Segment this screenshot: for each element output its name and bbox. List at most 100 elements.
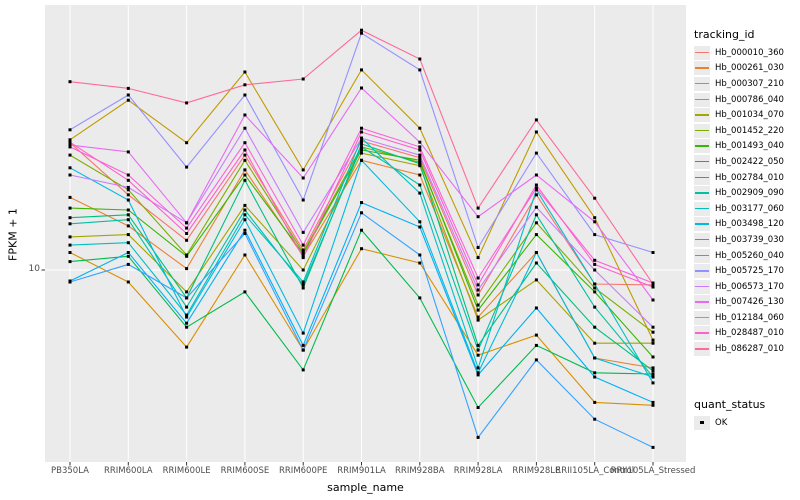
legend-item: Hb_007426_130 bbox=[694, 295, 800, 311]
legend-item-label: OK bbox=[715, 417, 728, 428]
data-point bbox=[593, 196, 597, 200]
legend-item: Hb_003739_030 bbox=[694, 232, 800, 248]
data-point bbox=[418, 68, 422, 72]
data-point bbox=[243, 70, 247, 74]
data-point bbox=[534, 186, 538, 190]
data-point bbox=[651, 372, 655, 376]
data-point bbox=[243, 126, 247, 130]
data-point bbox=[534, 118, 538, 122]
data-point bbox=[243, 168, 247, 172]
data-point bbox=[301, 286, 305, 290]
data-point bbox=[476, 246, 480, 249]
data-point bbox=[593, 400, 597, 404]
data-point bbox=[126, 178, 130, 182]
data-point bbox=[418, 253, 422, 257]
data-point bbox=[418, 153, 422, 157]
data-point bbox=[651, 403, 655, 407]
data-point bbox=[243, 158, 247, 162]
data-point bbox=[534, 151, 538, 155]
data-point bbox=[126, 218, 130, 222]
data-point bbox=[301, 230, 305, 234]
data-point bbox=[593, 282, 597, 286]
legend-line-swatch bbox=[694, 154, 710, 169]
data-points bbox=[68, 28, 655, 449]
data-point bbox=[243, 93, 247, 97]
data-point bbox=[68, 153, 72, 157]
data-point bbox=[534, 221, 538, 225]
quant-status-legend: quant_status OK bbox=[694, 398, 800, 431]
legend-item-label: Hb_000307_210 bbox=[715, 78, 784, 89]
data-point bbox=[476, 288, 480, 292]
legend-item-label: Hb_000786_040 bbox=[715, 94, 784, 105]
data-point bbox=[360, 148, 363, 152]
legend-item: Hb_002909_090 bbox=[694, 185, 800, 201]
data-point bbox=[651, 338, 655, 342]
data-point bbox=[243, 208, 247, 212]
data-point bbox=[243, 203, 247, 207]
data-point bbox=[476, 435, 480, 439]
data-point bbox=[476, 353, 480, 357]
data-point bbox=[534, 333, 538, 337]
legend-item-label: Hb_012184_060 bbox=[715, 312, 784, 323]
legend-item-label: Hb_000261_030 bbox=[715, 63, 784, 74]
data-point bbox=[126, 213, 130, 217]
data-point bbox=[68, 166, 72, 170]
data-point bbox=[68, 251, 72, 254]
data-point bbox=[534, 251, 538, 254]
data-point bbox=[68, 222, 72, 226]
x-tick-label: RRII105LA_Stressed bbox=[610, 466, 696, 476]
legend-line-swatch bbox=[694, 326, 710, 341]
legend-line-swatch bbox=[694, 279, 710, 294]
data-point bbox=[243, 148, 247, 152]
data-point bbox=[185, 321, 189, 325]
data-point bbox=[418, 164, 422, 168]
data-point bbox=[360, 211, 363, 215]
data-point bbox=[476, 293, 480, 297]
data-point bbox=[593, 371, 597, 375]
data-point bbox=[185, 325, 189, 329]
data-point bbox=[534, 278, 538, 282]
data-point bbox=[68, 173, 72, 177]
data-point bbox=[243, 141, 247, 145]
legend-line-swatch bbox=[694, 45, 710, 60]
legend-item-label: Hb_001034_070 bbox=[715, 110, 784, 121]
legend-item-label: Hb_002909_090 bbox=[715, 188, 784, 199]
data-point bbox=[126, 198, 130, 202]
data-point bbox=[534, 173, 538, 177]
legend-item: Hb_002784_010 bbox=[694, 170, 800, 186]
data-point bbox=[651, 330, 655, 334]
data-point bbox=[68, 80, 72, 84]
data-point bbox=[418, 158, 422, 162]
data-point bbox=[593, 258, 597, 262]
data-point bbox=[185, 101, 189, 105]
data-point bbox=[301, 331, 305, 335]
legend-item-label: Hb_086287_010 bbox=[715, 344, 784, 355]
data-point bbox=[418, 183, 422, 187]
data-point bbox=[418, 126, 422, 130]
data-point bbox=[534, 193, 538, 197]
data-point bbox=[243, 213, 247, 217]
data-point bbox=[476, 348, 480, 352]
legend-item-label: Hb_028487_010 bbox=[715, 328, 784, 339]
y-axis-title: FPKM + 1 bbox=[6, 208, 20, 261]
data-point bbox=[360, 201, 363, 205]
data-point bbox=[651, 325, 655, 329]
data-point bbox=[301, 368, 305, 372]
legend-line-swatch bbox=[694, 186, 710, 201]
data-point bbox=[476, 276, 480, 280]
data-point bbox=[68, 235, 72, 239]
x-tick-label: RRIM928BA bbox=[395, 466, 445, 476]
data-point bbox=[126, 251, 130, 254]
data-point bbox=[126, 233, 130, 237]
data-point bbox=[360, 139, 363, 143]
data-point bbox=[476, 318, 480, 322]
data-point bbox=[418, 225, 422, 229]
data-point bbox=[593, 417, 597, 421]
data-point bbox=[418, 173, 422, 177]
data-point bbox=[534, 205, 538, 209]
data-point bbox=[185, 232, 189, 235]
legend-item-label: Hb_000010_360 bbox=[715, 47, 784, 58]
data-point bbox=[476, 373, 480, 377]
legend-item: Hb_028487_010 bbox=[694, 326, 800, 342]
x-tick-label: RRIM600LA bbox=[103, 466, 153, 476]
